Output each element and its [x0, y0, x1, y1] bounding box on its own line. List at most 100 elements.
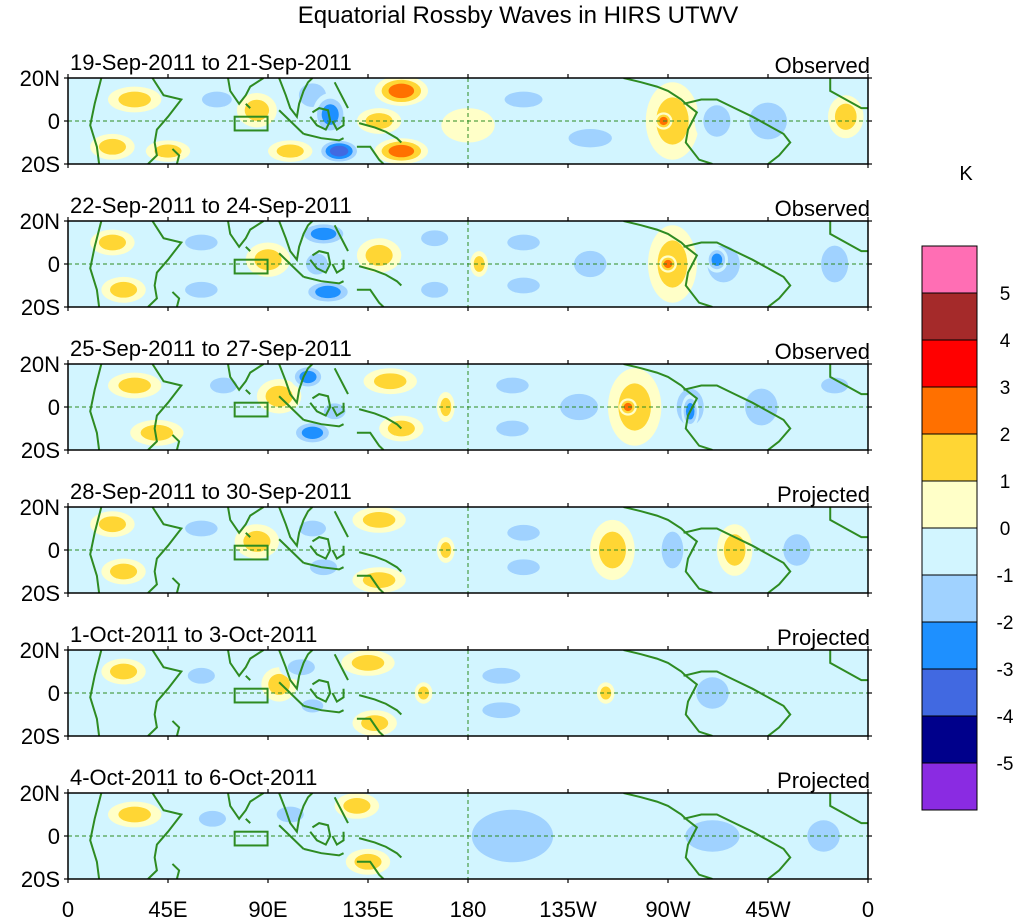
- positive-anomaly-core: [834, 103, 857, 130]
- coastline: [245, 532, 251, 538]
- negative-anomaly-core: [507, 524, 540, 541]
- coastline: [358, 408, 403, 430]
- colorbar-swatch: [921, 292, 978, 341]
- field: [108, 364, 857, 446]
- coastline: [683, 241, 792, 307]
- panel-status: Observed: [775, 53, 870, 78]
- positive-anomaly-core: [388, 144, 415, 158]
- negative-anomaly-core: [201, 91, 232, 108]
- positive-anomaly-core: [110, 663, 138, 680]
- positive-anomaly-core: [373, 373, 407, 390]
- coastline: [683, 670, 792, 736]
- negative-anomaly-core: [504, 91, 543, 108]
- coastline: [278, 681, 305, 707]
- positive-anomaly-core: [98, 138, 126, 155]
- coastline: [278, 78, 314, 120]
- coastline: [829, 650, 868, 682]
- y-tick-label: 0: [48, 395, 60, 420]
- positive-anomaly-core: [362, 572, 396, 588]
- positive-anomaly-core: [118, 91, 151, 108]
- coastline: [623, 650, 713, 736]
- y-tick-label: 0: [48, 109, 60, 134]
- x-tick-label: 90W: [645, 897, 690, 922]
- coastline: [227, 364, 265, 392]
- coastline: [89, 221, 103, 307]
- coastline: [245, 103, 251, 109]
- panel-date-range: 19-Sep-2011 to 21-Sep-2011: [70, 50, 352, 75]
- coastline: [245, 818, 251, 824]
- coastline: [171, 863, 181, 879]
- panel: 20N 0 20S 4-Oct-2011 to 6-Oct-2011 Projected: [20, 765, 872, 892]
- panel: 20N 0 20S 1-Oct-2011 to 3-Oct-2011 Projected: [20, 622, 872, 749]
- positive-anomaly-core: [361, 715, 389, 731]
- coastline: [303, 847, 344, 857]
- positive-anomaly-core: [140, 424, 174, 441]
- colorbar-swatch: [921, 762, 978, 811]
- coastline: [623, 364, 713, 450]
- x-tick-label: 135W: [539, 897, 597, 922]
- colorbar-label: -4: [997, 707, 1014, 728]
- colorbar-label: 1: [1000, 472, 1011, 493]
- coastline: [829, 507, 868, 539]
- x-tick-label: 45E: [148, 897, 187, 922]
- positive-anomaly-core: [268, 673, 290, 695]
- coastline: [227, 78, 265, 106]
- positive-anomaly-core: [276, 144, 304, 158]
- positive-anomaly-core: [118, 806, 151, 823]
- coastline: [356, 145, 385, 164]
- panel: 20N 0 20S 25-Sep-2011 to 27-Sep-2011 Observe…: [20, 336, 872, 463]
- coastline: [89, 650, 103, 736]
- negative-anomaly-core: [482, 702, 521, 719]
- colorbar-swatch: [921, 245, 978, 294]
- y-tick-label: 20S: [21, 152, 60, 177]
- negative-anomaly-core: [496, 420, 529, 437]
- x-tick-label: 180: [450, 897, 487, 922]
- coastline: [171, 720, 181, 736]
- region-box: [233, 544, 269, 561]
- negative-anomaly-core: [711, 253, 723, 266]
- colorbar-swatch: [921, 621, 978, 670]
- coastline: [147, 793, 184, 879]
- y-tick-label: 20N: [20, 638, 60, 663]
- negative-anomaly-core: [573, 250, 607, 278]
- coastline: [333, 367, 349, 395]
- positive-anomaly-core: [98, 516, 126, 533]
- region-box: [233, 687, 269, 704]
- coastline: [227, 507, 265, 535]
- coastline: [278, 538, 305, 564]
- negative-anomaly-core: [568, 129, 612, 148]
- y-tick-label: 20S: [21, 438, 60, 463]
- coastline: [358, 122, 403, 144]
- region-box: [233, 401, 269, 418]
- x-tick-label: 45W: [745, 897, 790, 922]
- colorbar-swatch: [921, 574, 978, 623]
- coastline: [89, 364, 103, 450]
- coastline: [683, 98, 792, 164]
- positive-anomaly-core: [343, 798, 371, 814]
- coastline: [245, 246, 251, 252]
- coastline: [227, 793, 265, 821]
- coastline: [623, 793, 713, 879]
- negative-anomaly-core: [301, 426, 324, 439]
- positive-anomaly-core: [110, 281, 138, 298]
- colorbar-label: 5: [1000, 284, 1011, 305]
- negative-anomaly-core: [210, 377, 238, 394]
- panel-status: Projected: [777, 625, 870, 650]
- positive-anomaly-core: [598, 531, 626, 569]
- positive-anomaly-core: [440, 542, 452, 558]
- negative-anomaly-core: [298, 520, 326, 537]
- coastline: [278, 507, 314, 549]
- coastline: [358, 265, 403, 287]
- negative-anomaly-core: [310, 227, 337, 241]
- coastline: [278, 221, 314, 263]
- colorbar-swatch: [921, 480, 978, 529]
- coastline: [227, 650, 265, 678]
- coastline: [245, 389, 251, 395]
- coastline: [278, 364, 314, 406]
- coastline: [89, 793, 103, 879]
- x-tick-label: 135E: [342, 897, 393, 922]
- coastline: [89, 507, 103, 593]
- positive-anomaly-core: [418, 686, 429, 700]
- coastline: [303, 561, 344, 571]
- negative-anomaly-core: [807, 820, 840, 852]
